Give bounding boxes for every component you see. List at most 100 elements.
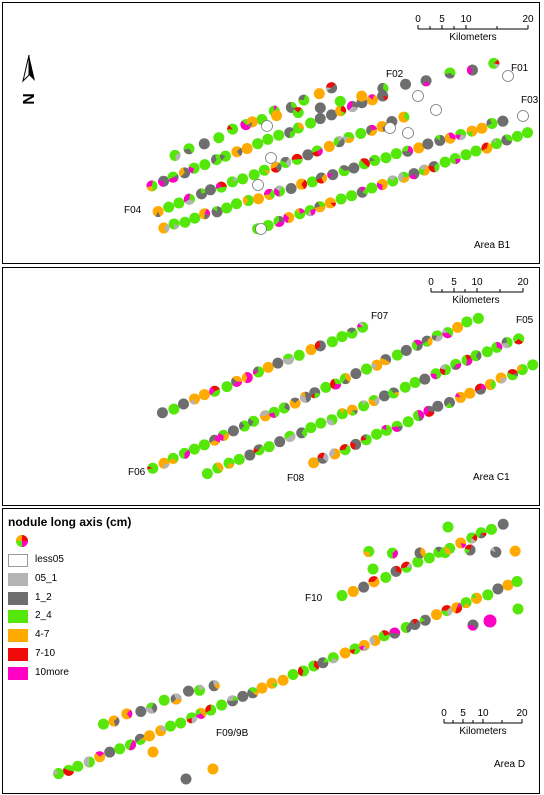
- scale-bar: 0 5 10 20 Kilometers: [415, 14, 534, 43]
- station-pie-marker: [167, 171, 179, 183]
- station-pie-marker: [324, 197, 336, 209]
- station-pie-marker: [252, 366, 264, 378]
- scale-bar: 0 5 10 20 Kilometers: [441, 708, 528, 737]
- station-pie-marker: [188, 393, 200, 405]
- station-pie-marker: [263, 441, 275, 453]
- station-pie-marker: [311, 145, 323, 157]
- station-pie-marker: [94, 751, 106, 763]
- station-pie-marker: [326, 109, 338, 121]
- station-pie-marker: [168, 403, 180, 415]
- north-label: N: [21, 93, 38, 105]
- station-pie-marker: [346, 327, 358, 339]
- station-pie-marker: [360, 363, 372, 375]
- station-pie-marker: [472, 312, 484, 324]
- station-pie-marker: [198, 389, 210, 401]
- station-pie-marker: [158, 694, 170, 706]
- map-panel-area-c1: F07 F05 F06 F08 Area C1 0 5 10 20 Kilome…: [2, 267, 540, 506]
- station-pie-marker: [273, 215, 285, 227]
- track-label-f06: F06: [128, 467, 146, 478]
- station-pie-marker: [460, 597, 472, 609]
- station-pie-marker: [492, 583, 504, 595]
- station-pie-marker: [217, 429, 229, 441]
- station-pie-marker: [346, 190, 358, 202]
- station-pie-marker: [455, 537, 467, 549]
- station-pie-marker: [284, 430, 296, 442]
- station-pie-marker: [391, 349, 403, 361]
- station-pie-marker: [308, 457, 320, 469]
- station-pie-marker: [442, 521, 454, 533]
- station-pie-marker: [513, 333, 525, 345]
- station-pie-marker: [227, 425, 239, 437]
- station-pie-marker: [219, 150, 232, 162]
- station-pie-marker: [434, 134, 446, 146]
- station-marker-less05: [261, 120, 273, 132]
- station-pie-marker: [464, 544, 476, 556]
- station-pie-marker: [289, 397, 301, 409]
- station-pie-marker: [305, 344, 317, 356]
- scale-tick-0: 0: [415, 14, 421, 25]
- station-pie-marker: [183, 685, 195, 697]
- station-pie-marker: [358, 581, 370, 593]
- station-pie-marker: [121, 708, 133, 720]
- station-pie-marker: [205, 704, 217, 716]
- station-pie-marker: [135, 705, 147, 717]
- station-pie-marker: [483, 614, 497, 628]
- station-pie-marker: [173, 197, 185, 209]
- station-pie-marker: [409, 619, 421, 631]
- station-pie-marker: [481, 346, 493, 358]
- station-pie-marker: [368, 576, 380, 588]
- station-marker-less05: [517, 110, 529, 122]
- scale-bar: 0 5 10 20 Kilometers: [428, 277, 529, 306]
- station-pie-marker: [466, 532, 478, 544]
- station-pie-marker: [336, 331, 348, 343]
- station-pie-marker: [474, 383, 487, 395]
- station-pie-marker: [378, 630, 390, 642]
- station-pie-marker: [208, 680, 220, 692]
- track-label-f08: F08: [287, 473, 305, 484]
- station-pie-marker: [259, 410, 271, 422]
- station-pie-marker: [305, 117, 317, 129]
- station-pie-marker: [350, 438, 362, 450]
- station-pie-marker: [421, 335, 433, 347]
- station-pie-marker: [356, 186, 368, 198]
- station-pie-marker: [380, 152, 392, 164]
- station-pie-marker: [244, 449, 256, 461]
- station-pie-marker: [282, 353, 294, 365]
- station-pie-marker: [423, 405, 435, 417]
- station-pie-marker: [327, 169, 339, 181]
- station-pie-marker: [285, 183, 297, 195]
- station-pie-marker: [317, 657, 329, 669]
- station-pie-marker: [388, 387, 400, 399]
- station-pie-marker: [408, 168, 420, 180]
- station-pie-marker: [339, 373, 351, 385]
- station-pie-marker: [146, 180, 158, 192]
- station-pie-marker: [369, 154, 381, 166]
- station-pie-marker: [156, 407, 168, 419]
- station-pie-marker: [511, 576, 523, 588]
- station-pie-marker: [320, 381, 332, 393]
- station-pie-marker: [488, 57, 500, 69]
- station-pie-marker: [198, 138, 210, 150]
- station-pie-marker: [262, 133, 274, 145]
- station-pie-marker: [380, 354, 392, 366]
- map-panel-area-d: nodule long axis (cm) less05 05_1 1_2 2_…: [2, 508, 540, 794]
- station-pie-marker: [183, 193, 195, 205]
- station-pie-marker: [387, 175, 399, 187]
- station-pie-marker: [466, 64, 478, 76]
- station-pie-marker: [460, 149, 472, 161]
- station-pie-marker: [207, 763, 219, 775]
- station-pie-marker: [169, 149, 181, 161]
- station-pie-marker: [512, 603, 524, 615]
- station-plot-c1: [147, 312, 539, 480]
- map-panel-area-b1: N F02 F01 F03 F04 Area B1 0 5 10 20 Kilo…: [2, 2, 540, 264]
- station-pie-marker: [209, 385, 221, 397]
- station-pie-marker: [168, 218, 180, 230]
- station-pie-marker: [63, 764, 75, 776]
- station-marker-less05: [265, 152, 277, 164]
- station-pie-marker: [402, 145, 414, 157]
- station-pie-marker: [294, 208, 306, 220]
- station-pie-marker: [246, 116, 258, 128]
- station-pie-marker: [326, 82, 338, 94]
- station-pie-marker: [371, 359, 383, 371]
- station-pie-marker: [402, 416, 414, 428]
